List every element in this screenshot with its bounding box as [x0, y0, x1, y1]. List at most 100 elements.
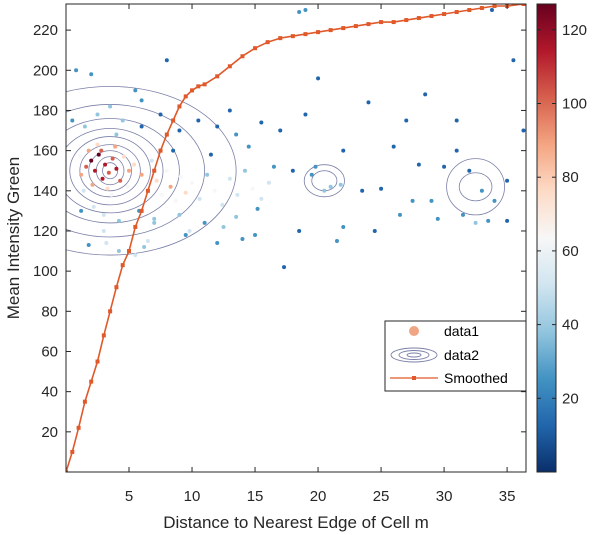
colorbar-tick-label: 80 — [562, 169, 579, 186]
x-axis-label: Distance to Nearest Edge of Cell m — [163, 513, 429, 532]
data1-point — [372, 228, 377, 233]
legend-data1-marker — [409, 326, 419, 336]
data1-point — [423, 92, 428, 97]
data1-point — [116, 218, 121, 223]
smoothed-marker — [341, 26, 346, 31]
data1-point — [110, 156, 115, 161]
smoothed-marker — [76, 425, 81, 430]
smoothed-marker — [66, 470, 68, 472]
colorbar-tick-label: 100 — [562, 95, 587, 112]
x-tick-label: 10 — [184, 488, 201, 505]
y-axis-label: Mean Intensity Green — [4, 157, 23, 320]
data1-point — [149, 158, 154, 163]
colorbar-ticks: 20 40 60 80 100 120 — [537, 22, 587, 407]
data1-point — [297, 10, 302, 15]
x-tick-label: 20 — [310, 488, 327, 505]
smoothed-marker — [89, 379, 94, 384]
data1-point — [492, 198, 497, 203]
contour-ring — [303, 164, 345, 198]
data1-point — [489, 8, 494, 13]
smoothed-marker — [265, 40, 270, 45]
data1-point — [253, 232, 258, 237]
data1-point — [235, 192, 240, 197]
smoothed-marker — [101, 333, 106, 338]
y-tick-label: 80 — [41, 303, 58, 320]
contour-ring — [88, 150, 132, 192]
smoothed-marker — [183, 94, 188, 99]
data1-point — [212, 188, 217, 193]
data1-point — [442, 164, 447, 169]
y-axis: 20 40 60 80 100 120 140 160 180 200 220 — [33, 22, 526, 441]
smoothed-marker — [171, 118, 176, 123]
data1-point — [479, 188, 484, 193]
colorbar-frame — [536, 3, 557, 473]
x-tick-label: 25 — [373, 488, 390, 505]
data1-point — [183, 232, 188, 237]
data1-point — [313, 164, 318, 169]
y-tick-label: 120 — [33, 223, 58, 240]
data1-point — [114, 132, 119, 137]
data1-point — [234, 214, 239, 219]
data1-point — [328, 184, 333, 189]
data1-point — [183, 190, 188, 195]
smoothed-marker — [492, 4, 497, 9]
y-tick-label: 140 — [33, 183, 58, 200]
contour-ring — [66, 85, 237, 256]
data1-point — [404, 118, 409, 123]
smoothed-series — [66, 4, 526, 472]
colorbar-tick-label: 120 — [562, 22, 587, 39]
data1-point — [139, 124, 144, 129]
data1-point — [341, 148, 346, 153]
colorbar-tick-label: 40 — [562, 317, 579, 334]
data1-point — [246, 144, 251, 149]
data1-point — [164, 168, 169, 173]
smoothed-marker — [164, 132, 169, 137]
smoothed-marker — [240, 54, 245, 59]
smoothed-marker — [82, 399, 87, 404]
smoothed-line — [66, 4, 524, 472]
colorbar-gradient — [537, 4, 556, 472]
smoothed-marker — [145, 188, 150, 193]
smoothed-marker — [152, 168, 157, 173]
data1-point — [255, 206, 260, 211]
data1-point — [334, 239, 339, 244]
data1-point — [290, 168, 295, 173]
smoothed-marker — [290, 34, 295, 39]
smoothed-marker — [215, 74, 220, 79]
data1-point — [74, 68, 79, 73]
data1-point — [316, 76, 321, 81]
data1-point — [79, 172, 84, 177]
data1-point — [99, 148, 104, 153]
data1-point — [240, 237, 245, 242]
data1-point — [341, 224, 346, 229]
x-tick-label: 5 — [125, 488, 133, 505]
colorbar: 20 40 60 80 100 120 — [536, 3, 587, 473]
data1-point — [154, 178, 159, 183]
data1-point — [177, 128, 182, 133]
data1-point — [208, 152, 213, 157]
data1-point — [366, 100, 371, 105]
data1-point — [142, 245, 147, 250]
y-tick-label: 40 — [41, 384, 58, 401]
data1-point — [429, 198, 434, 203]
data1-point — [139, 172, 144, 177]
data1-point — [168, 184, 173, 189]
data1-point — [92, 168, 97, 173]
data1-point — [416, 162, 421, 167]
data1-point — [505, 218, 510, 223]
data1-point — [81, 188, 86, 193]
smoothed-marker — [379, 20, 384, 25]
data1-point — [259, 196, 264, 201]
y-tick-label: 200 — [33, 62, 58, 79]
contour-ring — [66, 128, 164, 214]
data1-point — [197, 196, 202, 201]
data1-point — [118, 178, 123, 183]
data1-point — [133, 88, 138, 93]
smoothed-marker — [196, 84, 201, 89]
data1-point — [101, 228, 106, 233]
data1-point — [266, 180, 271, 185]
smoothed-marker — [253, 46, 258, 51]
data1-point — [397, 212, 402, 217]
y-tick-label: 100 — [33, 263, 58, 280]
